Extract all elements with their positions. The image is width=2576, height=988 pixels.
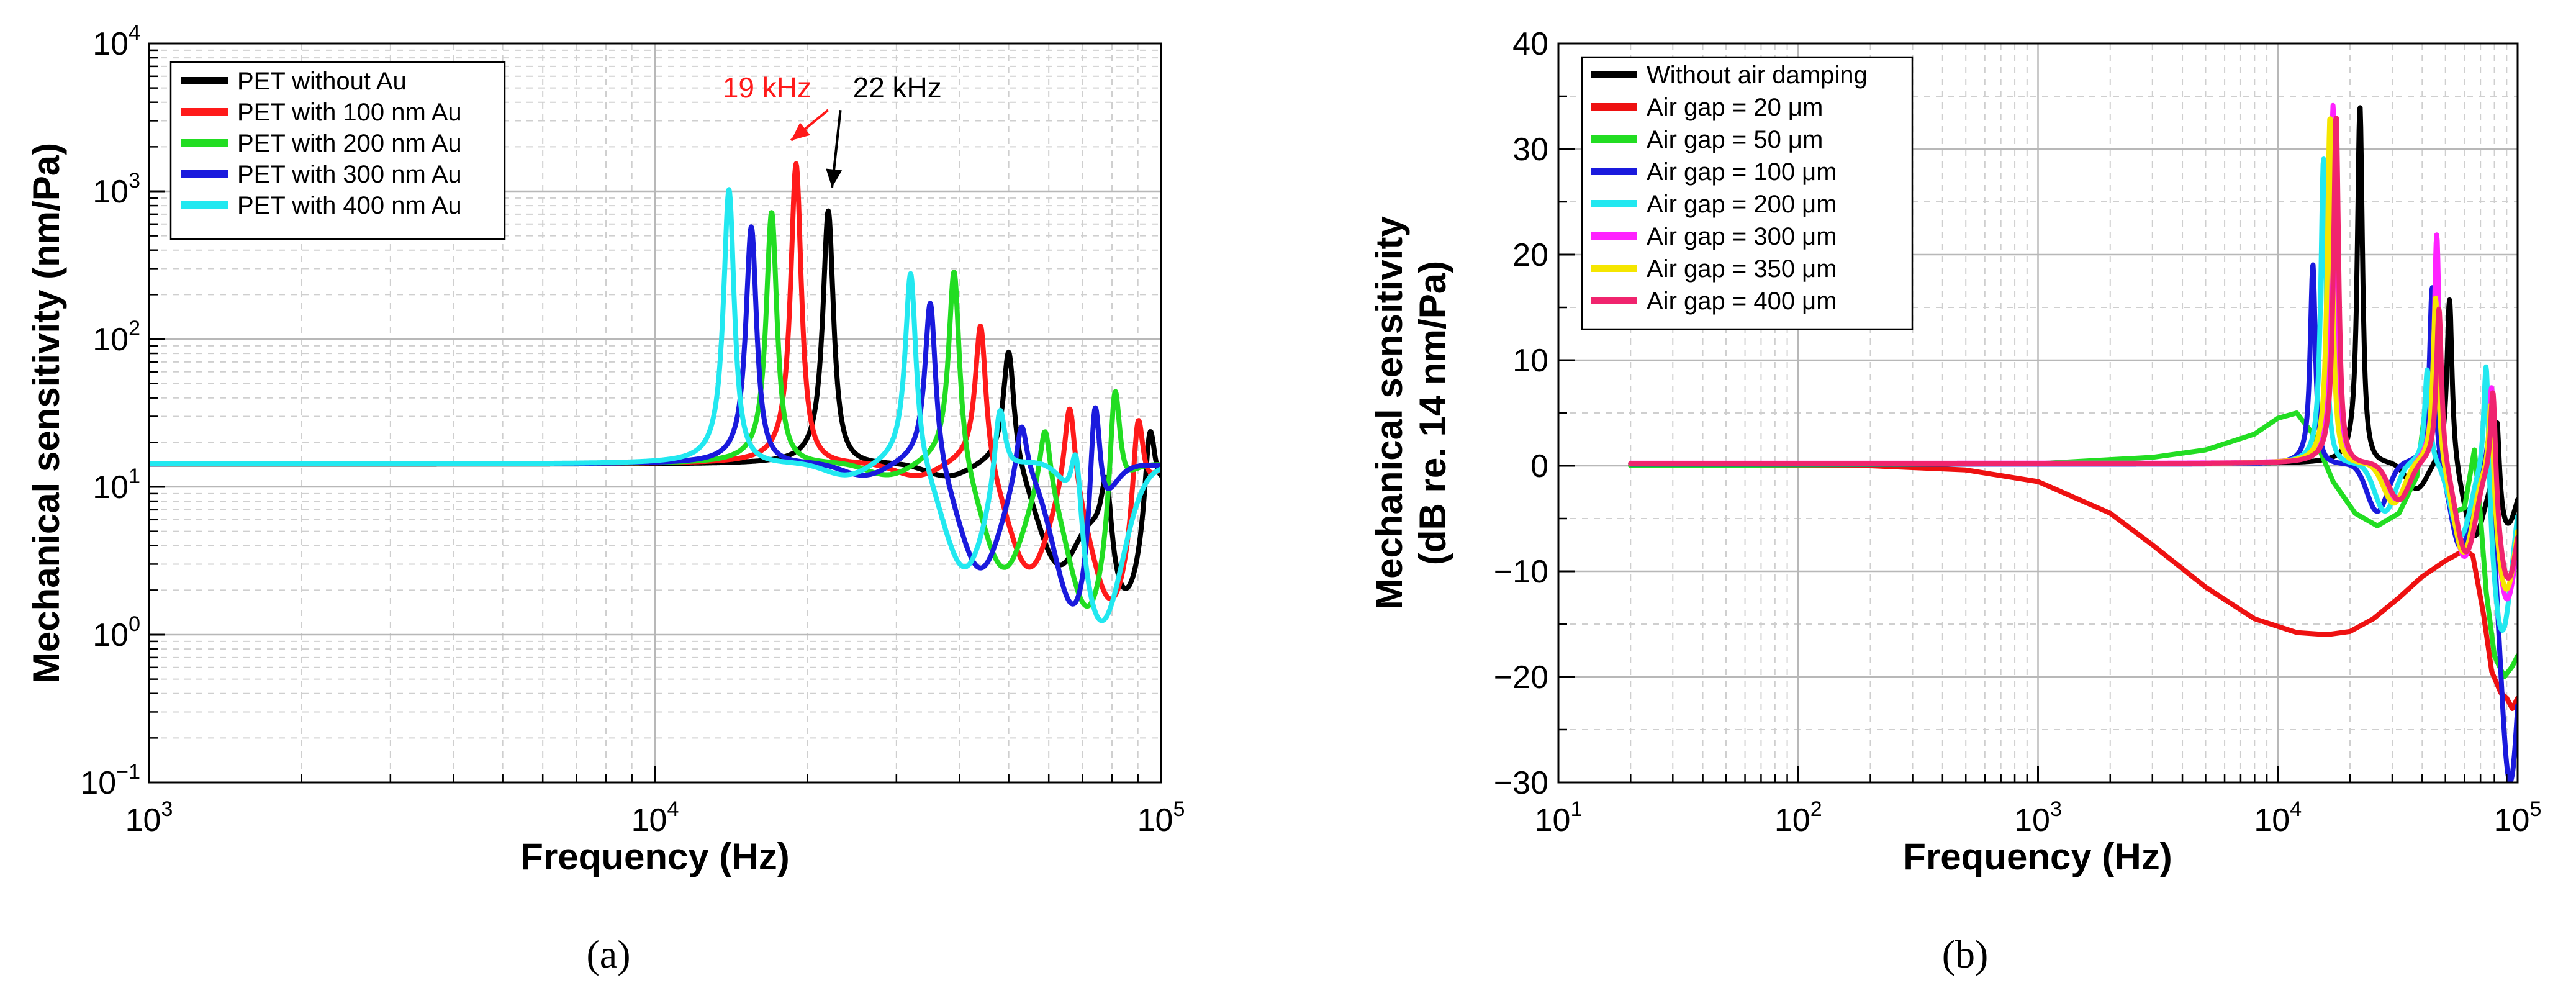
legend-label: PET with 300 nm Au [237,161,462,188]
legend-label: PET without Au [237,68,407,95]
y-tick-label: −20 [1494,659,1548,696]
y-tick-exponent: 1 [129,465,140,488]
x-tick-label: 103 [125,797,173,838]
legend-label: Air gap = 400 μm [1647,288,1837,315]
y-tick-label: 103 [93,169,140,210]
x-tick-label: 104 [631,797,679,838]
legend-box-b [1581,56,1914,330]
x-tick-label: 101 [1535,797,1583,838]
legend-b: Without air damping Air gap = 20 μm Air ga… [1581,56,1914,330]
x-tick-exponent: 4 [667,797,679,821]
legend-label: Air gap = 20 μm [1647,94,1823,121]
x-tick-label: 103 [2014,797,2062,838]
legend-label: PET with 100 nm Au [237,99,462,126]
x-tick-exponent: 4 [2290,797,2302,821]
y-tick-label: 0 [1530,448,1548,484]
y-tick-label: 104 [93,21,140,62]
y-tick-base: 10 [93,617,129,653]
legend-label: Air gap = 100 μm [1647,158,1837,186]
y-tick-exponent: 0 [129,612,140,636]
y-tick-base: 10 [93,26,129,62]
legend-a: PET without Au PET with 100 nm Au PET with… [169,61,506,240]
y-tick-label: 10−1 [80,760,140,801]
x-tick-exponent: 3 [161,797,173,821]
y-tick-label: 20 [1512,237,1548,273]
y-axis-title-b-line2: (dB re. 14 nm/Pa) [1412,261,1453,565]
y-tick-base: 10 [93,174,129,210]
annotation-arrowhead [826,168,843,188]
legend-label: Air gap = 200 μm [1647,191,1837,218]
x-tick-base: 10 [1774,802,1810,838]
x-tick-base: 10 [2014,802,2050,838]
series-line [1628,358,2518,679]
y-tick-label: −30 [1494,765,1548,801]
panel-label-a: (a) [586,932,630,976]
legend-box-a [169,61,506,240]
y-tick-label: 10 [1512,343,1548,379]
x-tick-base: 10 [2494,802,2530,838]
annotation-arrowhead [791,122,811,141]
x-tick-label: 105 [2494,797,2542,838]
y-tick-label: 102 [93,317,140,358]
x-tick-exponent: 3 [2050,797,2062,821]
legend-label: Air gap = 300 μm [1647,223,1837,250]
x-tick-exponent: 1 [1570,797,1582,821]
annotation-label: 22 kHz [853,71,942,104]
series-line [149,187,1161,623]
series-group-a [149,161,1161,623]
x-tick-label: 102 [1774,797,1822,838]
x-tick-base: 10 [125,802,161,838]
series-line [1628,116,2518,581]
series-line [1628,463,2518,711]
annotations-a: 19 kHz 22 kHz [723,71,942,188]
x-tick-base: 10 [1137,802,1173,838]
x-tick-base: 10 [631,802,667,838]
legend-label: PET with 200 nm Au [237,130,462,157]
x-tick-base: 10 [2254,802,2290,838]
y-tick-label: 40 [1512,26,1548,62]
y-tick-exponent: 3 [129,169,140,193]
x-tick-exponent: 5 [1173,797,1185,821]
y-tick-base: 10 [93,322,129,358]
x-tick-base: 10 [1535,802,1571,838]
series-group-b [1628,102,2518,782]
y-tick-label: −10 [1494,554,1548,590]
y-tick-label: 30 [1512,132,1548,168]
y-axis-title-a: Mechanical sensitivity (nm/Pa) [25,143,67,683]
y-tick-exponent: 4 [129,21,140,45]
legend-label: PET with 400 nm Au [237,192,462,219]
x-tick-label: 104 [2254,797,2302,838]
panel-label-b: (b) [1942,932,1989,976]
y-axis-title-b: Mechanical sensitivity (dB re. 14 nm/Pa) [1368,216,1453,610]
y-tick-exponent: 2 [129,317,140,340]
y-tick-base: 10 [80,765,116,801]
x-tick-exponent: 2 [1810,797,1822,821]
x-axis-title-b: Frequency (Hz) [1903,836,2172,877]
y-tick-label: 101 [93,465,140,505]
y-tick-exponent: −1 [116,760,140,784]
y-tick-base: 10 [93,469,129,505]
x-tick-exponent: 5 [2529,797,2541,821]
x-axis-title-a: Frequency (Hz) [520,836,789,877]
x-tick-label: 105 [1137,797,1185,838]
legend-label: Without air damping [1647,61,1868,89]
legend-label: Air gap = 350 μm [1647,255,1837,283]
y-axis-title-b-line1: Mechanical sensitivity [1368,216,1410,610]
legend-label: Air gap = 50 μm [1647,126,1823,153]
y-tick-label: 100 [93,612,140,653]
annotation-label: 19 kHz [723,71,811,104]
